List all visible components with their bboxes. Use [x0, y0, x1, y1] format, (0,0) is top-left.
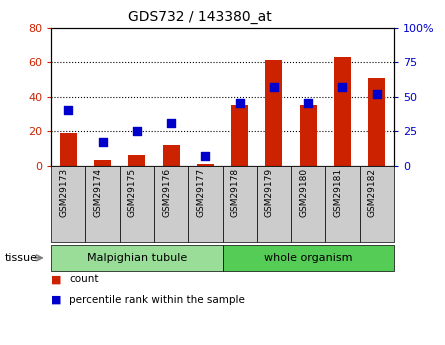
- Point: [236, 101, 243, 106]
- Text: GDS732 / 143380_at: GDS732 / 143380_at: [128, 10, 272, 24]
- Bar: [94, 160, 111, 166]
- Text: GSM29177: GSM29177: [196, 168, 205, 217]
- Text: GSM29176: GSM29176: [162, 168, 171, 217]
- Point: [271, 84, 278, 90]
- Point: [99, 139, 106, 145]
- Bar: [128, 155, 146, 166]
- Text: GSM29181: GSM29181: [333, 168, 343, 217]
- Bar: [368, 78, 385, 166]
- Text: GSM29179: GSM29179: [265, 168, 274, 217]
- Point: [373, 91, 380, 97]
- Point: [65, 108, 72, 113]
- Text: GSM29174: GSM29174: [93, 168, 103, 217]
- Text: Malpighian tubule: Malpighian tubule: [87, 253, 187, 263]
- Text: GSM29180: GSM29180: [299, 168, 308, 217]
- Point: [339, 84, 346, 90]
- Bar: [162, 145, 180, 166]
- Text: ■: ■: [51, 274, 62, 284]
- Point: [305, 101, 312, 106]
- Point: [202, 153, 209, 159]
- Bar: [265, 60, 283, 166]
- Point: [134, 128, 141, 134]
- Bar: [334, 57, 351, 166]
- Text: GSM29173: GSM29173: [59, 168, 69, 217]
- Text: whole organism: whole organism: [264, 253, 352, 263]
- Text: tissue: tissue: [4, 253, 37, 263]
- Text: GSM29182: GSM29182: [368, 168, 376, 217]
- Text: count: count: [69, 274, 98, 284]
- Text: ■: ■: [51, 295, 62, 305]
- Bar: [197, 164, 214, 166]
- Text: percentile rank within the sample: percentile rank within the sample: [69, 295, 245, 305]
- Text: GSM29178: GSM29178: [231, 168, 239, 217]
- Text: GSM29175: GSM29175: [128, 168, 137, 217]
- Bar: [299, 105, 317, 166]
- Point: [168, 120, 175, 126]
- Bar: [231, 105, 248, 166]
- Bar: [60, 133, 77, 166]
